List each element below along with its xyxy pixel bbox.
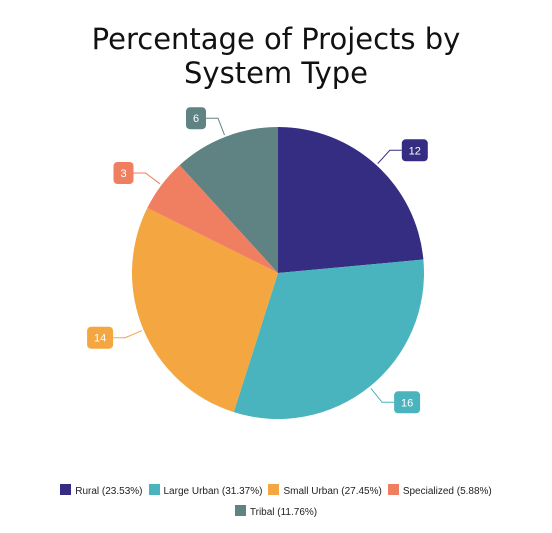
legend-item-small-urban[interactable]: Small Urban (27.45%): [268, 481, 382, 502]
legend-label-specialized: Specialized (5.88%): [402, 486, 492, 497]
legend-swatch-rural: [60, 484, 72, 495]
legend-label-large-urban: Large Urban (31.37%): [163, 486, 263, 497]
data-label-box-specialized: [113, 162, 134, 184]
data-label-box-large-urban: [394, 391, 421, 414]
data-label-connector-tribal: [206, 117, 225, 136]
legend-label-small-urban: Small Urban (27.45%): [283, 486, 382, 497]
data-label-specialized: 3: [120, 168, 126, 180]
data-label-connector-rural: [377, 149, 402, 164]
data-label-box-tribal: [186, 107, 206, 130]
pie-slice-specialized[interactable]: [147, 165, 278, 273]
chart-title: Percentage of Projects by System Type: [0, 22, 552, 90]
chart-title-line-2: System Type: [184, 56, 368, 90]
data-label-connector-specialized: [133, 172, 161, 185]
legend-label-rural: Rural (23.53%): [75, 486, 143, 497]
pie-slice-tribal[interactable]: [179, 127, 278, 273]
legend-swatch-specialized: [387, 484, 399, 495]
legend-label-tribal: Tribal (11.76%): [249, 507, 318, 518]
data-label-connector-large-urban: [370, 387, 395, 403]
data-label-small-urban: 14: [94, 333, 106, 345]
chart-title-line-1: Percentage of Projects by: [91, 22, 461, 56]
legend-item-specialized[interactable]: Specialized (5.88%): [387, 481, 492, 502]
pie-slice-small-urban[interactable]: [132, 207, 278, 413]
data-label-box-small-urban: [87, 326, 114, 349]
data-label-large-urban: 16: [401, 397, 413, 409]
data-label-tribal: 6: [193, 113, 199, 125]
legend-item-large-urban[interactable]: Large Urban (31.37%): [148, 481, 263, 502]
data-label-rural: 12: [409, 145, 421, 157]
legend-swatch-tribal: [234, 505, 246, 516]
data-label-box-rural: [401, 139, 428, 162]
legend-item-rural[interactable]: Rural (23.53%): [60, 481, 143, 502]
chart-legend: Rural (23.53%) Large Urban (31.37%) Small …: [16, 481, 536, 523]
data-label-connector-small-urban: [113, 330, 142, 339]
pie-slice-rural[interactable]: [278, 127, 424, 273]
legend-item-tribal[interactable]: Tribal (11.76%): [234, 502, 318, 523]
legend-swatch-small-urban: [268, 484, 280, 495]
legend-swatch-large-urban: [148, 484, 160, 495]
pie-slice-large-urban[interactable]: [233, 259, 425, 420]
